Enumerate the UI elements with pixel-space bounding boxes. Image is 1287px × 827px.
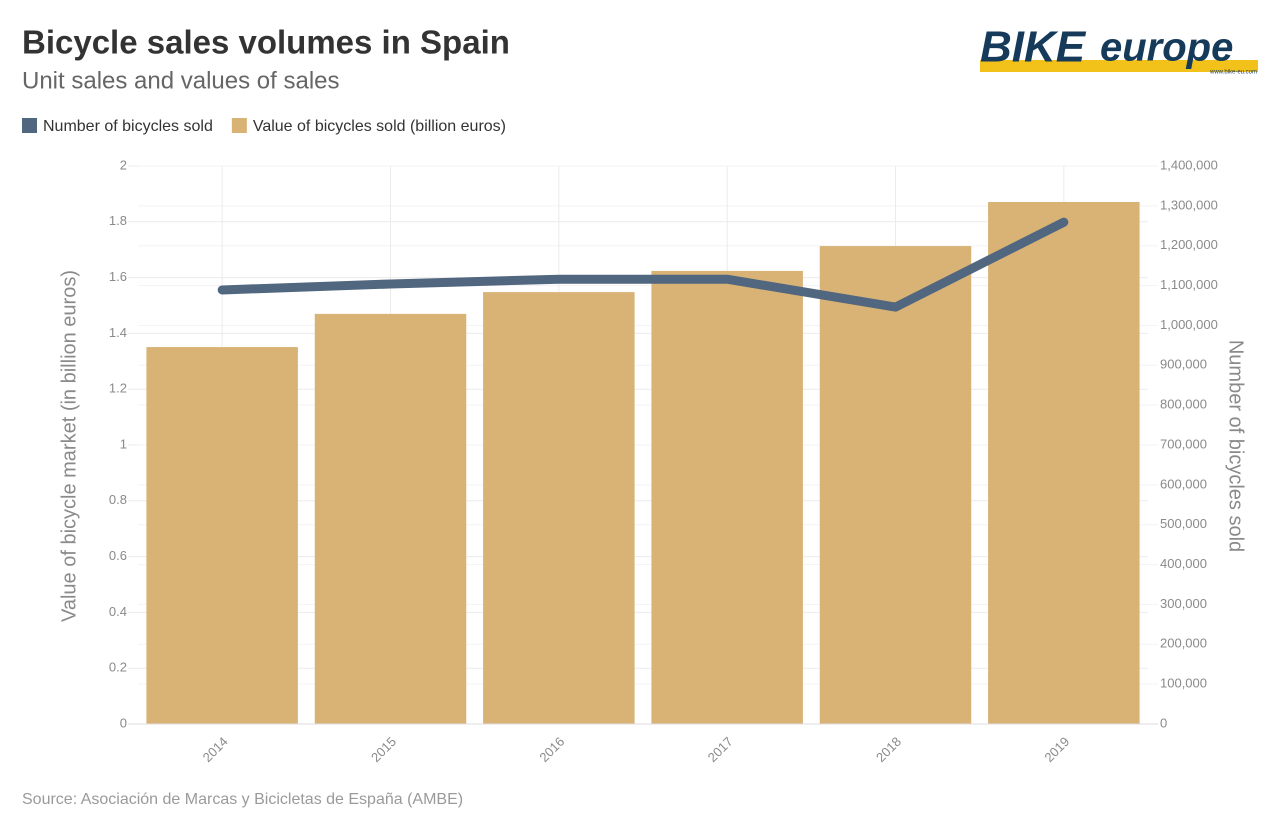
y-tick-label: 0.2 <box>109 660 127 675</box>
y2-tick-label: 1,000,000 <box>1160 317 1218 332</box>
y2-tick-label: 300,000 <box>1160 596 1207 611</box>
y2-tick-label: 100,000 <box>1160 676 1207 691</box>
legend-swatch <box>231 118 247 133</box>
bar <box>819 246 972 724</box>
y2-tick-label: 900,000 <box>1160 357 1207 372</box>
x-tick-label: 2016 <box>536 734 567 765</box>
y2-tick-label: 1,400,000 <box>1160 157 1218 172</box>
y2-tick-label: 500,000 <box>1160 516 1207 531</box>
y-tick-label: 1.4 <box>109 325 127 340</box>
logo-band <box>980 60 1258 72</box>
y2-tick-label: 1,100,000 <box>1160 277 1218 292</box>
y2-tick-label: 400,000 <box>1160 556 1207 571</box>
y2-tick-label: 1,300,000 <box>1160 197 1218 212</box>
legend-swatch <box>22 118 37 133</box>
x-tick-label: 2015 <box>368 734 399 765</box>
chart-title: Bicycle sales volumes in Spain <box>22 24 510 61</box>
source-note: Source: Asociación de Marcas y Bicicleta… <box>22 791 463 808</box>
x-tick-label: 2017 <box>705 734 736 765</box>
y-tick-label: 0.6 <box>109 548 127 563</box>
y-tick-label: 0.4 <box>109 604 127 619</box>
y-axis-title: Value of bicycle market (in billion euro… <box>58 270 80 622</box>
legend-label: Value of bicycles sold (billion euros) <box>253 118 506 135</box>
chart-subtitle: Unit sales and values of sales <box>22 67 340 94</box>
bar <box>146 347 298 724</box>
y2-tick-label: 1,200,000 <box>1160 237 1218 252</box>
line <box>217 217 1069 312</box>
x-tick-label: 2018 <box>873 734 904 765</box>
legend-label: Number of bicycles sold <box>43 118 213 135</box>
y2-tick-label: 600,000 <box>1160 476 1207 491</box>
bar <box>314 313 467 724</box>
x-tick-label: 2019 <box>1041 734 1072 765</box>
y2-tick-label: 0 <box>1160 715 1167 730</box>
y2-tick-label: 700,000 <box>1160 436 1207 451</box>
y2-tick-label: 800,000 <box>1160 397 1207 412</box>
y-tick-label: 1.2 <box>109 381 127 396</box>
y-tick-label: 1 <box>120 436 127 451</box>
y-tick-label: 0.8 <box>109 492 127 507</box>
logo-brand: BIKE <box>980 23 1087 72</box>
x-tick-label: 2014 <box>200 734 231 765</box>
logo-url: www.bike-eu.com <box>1209 70 1257 76</box>
y-tick-label: 1.8 <box>109 213 127 228</box>
logo-brand2: europe <box>1100 26 1233 70</box>
bar <box>988 201 1140 725</box>
logo: BIKE europe www.bike-eu.com <box>980 23 1258 76</box>
y-tick-label: 2 <box>120 157 127 172</box>
y-tick-label: 1.6 <box>109 269 127 284</box>
y-tick-label: 0 <box>120 715 127 730</box>
y2-axis-title: Number of bicycles sold <box>1225 340 1247 552</box>
bar <box>651 270 803 724</box>
bar <box>483 292 635 724</box>
y2-tick-label: 200,000 <box>1160 636 1207 651</box>
